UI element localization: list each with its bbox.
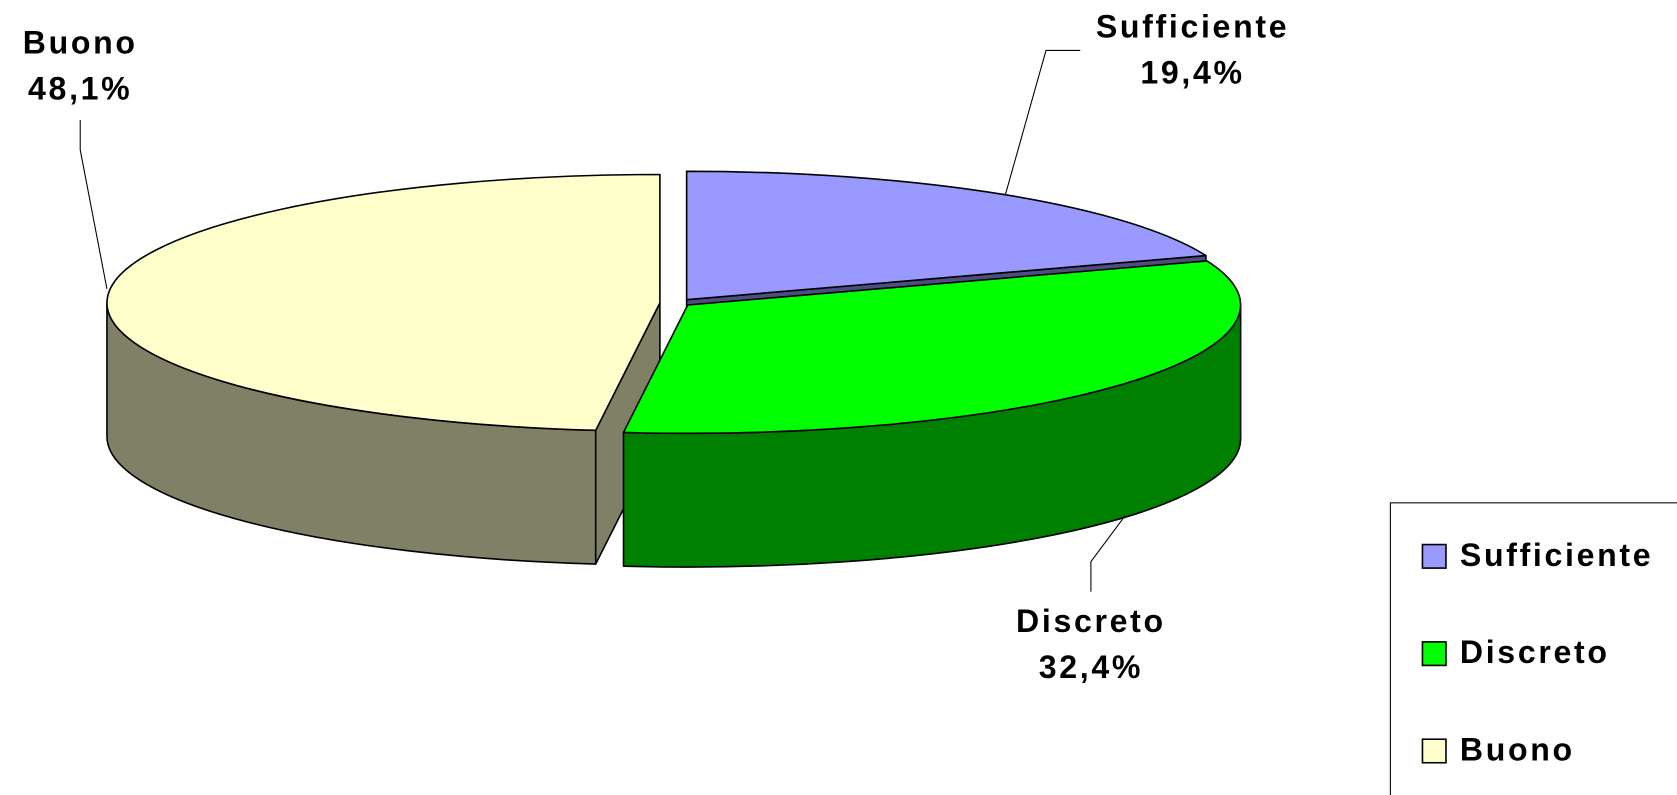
legend-swatch — [1421, 543, 1447, 569]
legend-swatch — [1421, 738, 1447, 764]
slice-top — [106, 173, 661, 432]
slice-top — [622, 260, 1242, 435]
data-label-name: Buono — [23, 25, 138, 61]
data-label-value: 32,4% — [1039, 649, 1143, 685]
data-label-value: 19,4% — [1140, 55, 1244, 91]
leader-line — [1090, 515, 1126, 592]
data-label-value: 48,1% — [28, 71, 132, 107]
legend-label: Buono — [1460, 732, 1575, 768]
data-label-name: Discreto — [1016, 603, 1166, 639]
legend-label: Discreto — [1460, 634, 1610, 670]
legend-swatch — [1421, 641, 1447, 667]
slice-top — [685, 170, 1207, 301]
leader-line — [79, 119, 108, 290]
data-label-name: Sufficiente — [1096, 9, 1289, 45]
leader-line — [1004, 49, 1081, 195]
legend-label: Sufficiente — [1460, 537, 1653, 573]
